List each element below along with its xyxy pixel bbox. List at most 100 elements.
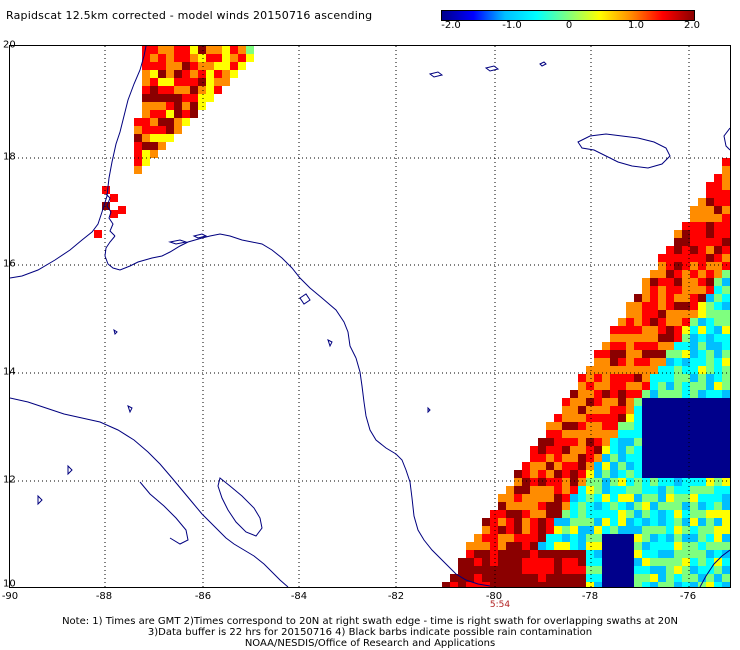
swath-cell [594, 438, 602, 446]
swath-cell [698, 510, 706, 518]
swath-cell [650, 310, 658, 318]
swath-cell [698, 478, 706, 486]
swath-cell [714, 542, 722, 550]
swath-cell [538, 438, 546, 446]
swath-cell [570, 438, 578, 446]
swath-cell [618, 390, 626, 398]
swath-cell [474, 542, 482, 550]
swath-cell [722, 230, 730, 238]
swath-cell [722, 358, 730, 366]
swath-cell [562, 478, 570, 486]
swath-cell [570, 430, 578, 438]
swath-cell [158, 46, 166, 54]
swath-cell [602, 550, 610, 558]
swath-cell [514, 510, 522, 518]
swath-cell [562, 550, 570, 558]
swath-cell [714, 262, 722, 270]
swath-cell [706, 206, 714, 214]
swath-cell [714, 182, 722, 190]
swath-cell [658, 422, 666, 430]
swath-cell [610, 574, 618, 582]
swath-cell [714, 278, 722, 286]
lon-label: -78 [581, 591, 599, 602]
swath-cell [610, 334, 618, 342]
swath-cell [674, 446, 682, 454]
swath-cell [674, 574, 682, 582]
swath-cell [206, 62, 214, 70]
swath-cell [610, 558, 618, 566]
swath-cell [698, 486, 706, 494]
swath-cell [626, 502, 634, 510]
swath-cell [214, 86, 222, 94]
swath-cell [482, 526, 490, 534]
swath-cell [522, 550, 530, 558]
swath-cell [658, 438, 666, 446]
swath-cell [714, 390, 722, 398]
swath-cell [578, 478, 586, 486]
swath-cell [722, 270, 730, 278]
swath-cell [610, 406, 618, 414]
swath-cell [658, 446, 666, 454]
swath-cell [674, 286, 682, 294]
swath-cell [618, 398, 626, 406]
swath-cell [658, 478, 666, 486]
lat-label: 10 [3, 578, 16, 590]
swath-cell [642, 566, 650, 574]
swath-cell [482, 582, 490, 587]
swath-cell [586, 446, 594, 454]
swath-cell [626, 566, 634, 574]
swath-cell [698, 254, 706, 262]
swath-cell [602, 486, 610, 494]
swath-cell [634, 462, 642, 470]
swath-cell [650, 414, 658, 422]
swath-cell [698, 438, 706, 446]
swath-cell [722, 238, 730, 246]
swath-cell [206, 46, 214, 54]
swath-cell [546, 518, 554, 526]
swath-cell [666, 334, 674, 342]
swath-cell [586, 582, 594, 587]
swath-cell [586, 422, 594, 430]
swath-cell [722, 462, 730, 470]
swath-cell [506, 518, 514, 526]
swath-cell [150, 118, 158, 126]
lon-label: -82 [387, 591, 405, 602]
swath-cell [570, 422, 578, 430]
swath-cell [554, 478, 562, 486]
swath-cell [562, 454, 570, 462]
swath-cell [690, 414, 698, 422]
swath-cell [206, 54, 214, 62]
swath-cell [682, 318, 690, 326]
swath-cell [530, 454, 538, 462]
swath-cell [522, 574, 530, 582]
swath-cell [578, 430, 586, 438]
swath-cell [586, 414, 594, 422]
swath-cell [602, 462, 610, 470]
swath-cell [626, 558, 634, 566]
swath-cell [610, 398, 618, 406]
swath-cell [562, 558, 570, 566]
swath-cell [634, 366, 642, 374]
swath-cell [722, 502, 730, 510]
swath-cell [602, 526, 610, 534]
swath-cell [166, 94, 174, 102]
swath-cell [570, 526, 578, 534]
swath-cell [594, 454, 602, 462]
swath-cell [674, 238, 682, 246]
swath-cell [722, 518, 730, 526]
swath-cell [706, 478, 714, 486]
swath-cell [674, 398, 682, 406]
swath-cell [506, 494, 514, 502]
swath-cell [682, 574, 690, 582]
swath-cell [522, 526, 530, 534]
swath-cell [626, 470, 634, 478]
swath-cell [570, 462, 578, 470]
swath-cell [682, 486, 690, 494]
swath-cell [682, 350, 690, 358]
swath-cell [602, 358, 610, 366]
swath-cell [698, 326, 706, 334]
swath-cell [722, 430, 730, 438]
swath-cell [190, 110, 198, 118]
swath-cell [706, 222, 714, 230]
swath-cell [674, 526, 682, 534]
